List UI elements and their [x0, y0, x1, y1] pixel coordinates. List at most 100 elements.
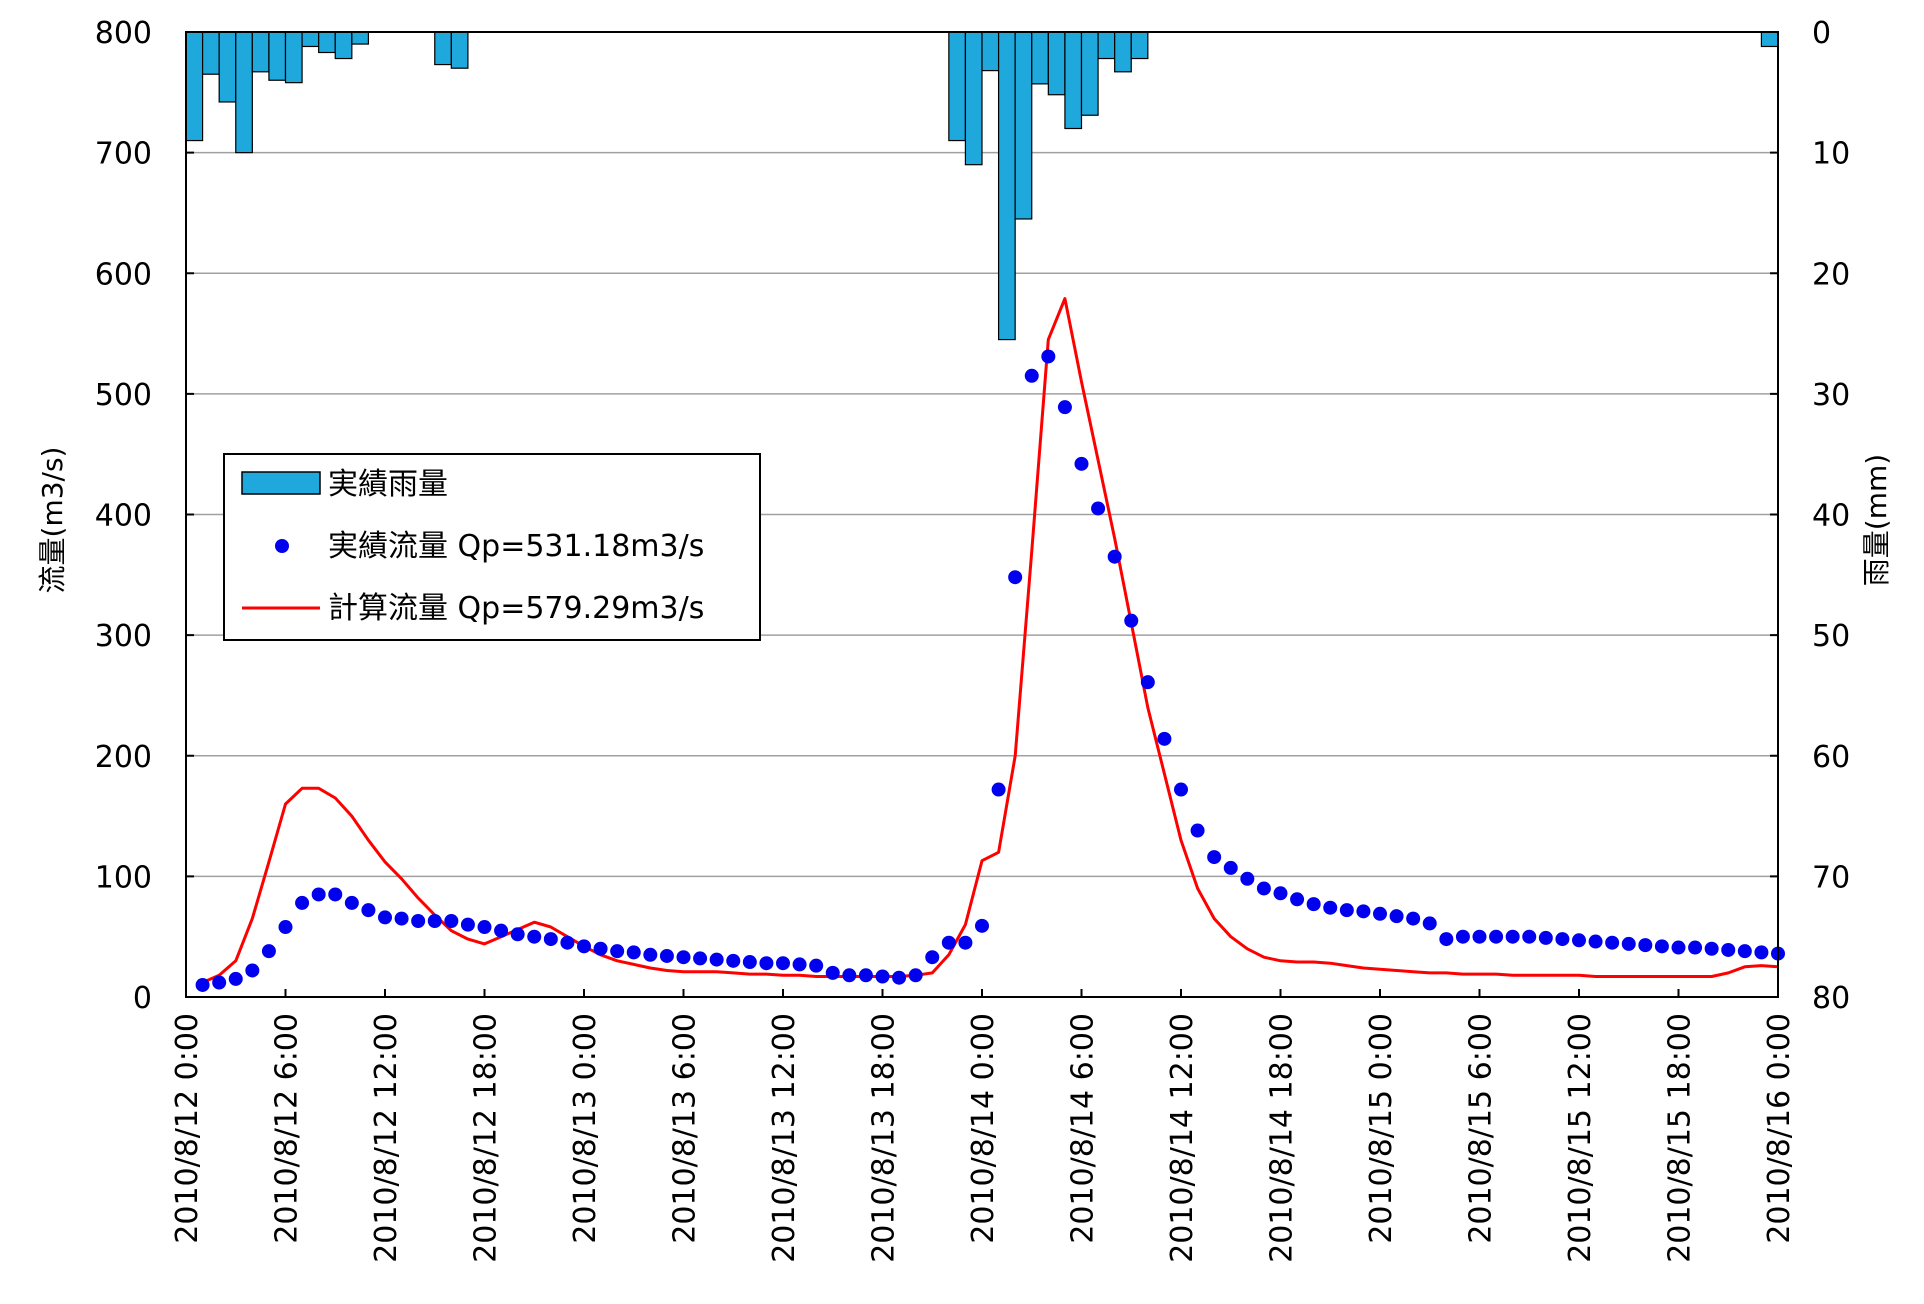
observed-point: [1439, 932, 1454, 947]
observed-point: [1704, 941, 1719, 956]
legend-computed-label: 計算流量 Qp=579.29m3/s: [328, 591, 704, 626]
observed-point: [1256, 881, 1271, 896]
observed-point: [792, 957, 807, 972]
observed-point: [1654, 939, 1669, 954]
x-tick-label: 2010/8/16 0:00: [1762, 1013, 1797, 1244]
rain-bar: [1047, 31, 1066, 96]
computed-flow-series: [202, 297, 1779, 984]
observed-point: [1489, 929, 1504, 944]
left-tick-label: 100: [95, 860, 152, 895]
observed-point: [676, 950, 691, 965]
rain-bar: [201, 31, 220, 75]
observed-point: [477, 920, 492, 935]
observed-point: [378, 910, 392, 925]
observed-point: [311, 887, 326, 902]
observed-point: [610, 944, 625, 959]
observed-point: [1323, 900, 1338, 915]
observed-point: [1024, 368, 1039, 383]
observed-point: [1207, 850, 1222, 865]
observed-point: [1273, 886, 1288, 901]
observed-point: [742, 955, 757, 970]
rain-bar: [1064, 31, 1083, 130]
observed-point: [1240, 871, 1255, 886]
x-tick-label: 2010/8/13 0:00: [568, 1013, 603, 1244]
right-tick-label: 70: [1812, 860, 1850, 895]
observed-point: [1605, 935, 1620, 950]
rain-bar: [997, 31, 1016, 341]
rain-bar: [318, 31, 336, 54]
observed-point: [394, 911, 409, 926]
observed-point: [726, 953, 741, 968]
x-tick-label: 2010/8/13 6:00: [668, 1013, 703, 1244]
observed-point: [1174, 782, 1188, 797]
rain-bars: [185, 31, 1779, 341]
observed-point: [908, 968, 923, 983]
observed-point: [1306, 897, 1321, 912]
observed-point: [1339, 903, 1354, 918]
observed-point: [344, 895, 359, 910]
observed-point: [776, 956, 790, 971]
rain-bar: [1031, 31, 1049, 85]
left-tick-label: 500: [95, 378, 152, 413]
observed-point: [295, 895, 310, 910]
observed-point: [925, 950, 940, 965]
right-tick-label: 20: [1812, 257, 1850, 292]
observed-point: [1621, 936, 1636, 951]
rain-bar: [251, 31, 270, 73]
rain-bar: [268, 31, 287, 81]
observed-point: [1190, 823, 1205, 838]
legend: 実績雨量 実績流量 Qp=531.18m3/s 計算流量 Qp=579.29m3…: [223, 453, 761, 641]
observed-point: [328, 887, 343, 902]
rain-bar: [1014, 31, 1033, 220]
x-tick-label: 2010/8/14 6:00: [1066, 1013, 1101, 1244]
observed-point: [825, 965, 840, 980]
legend-observed-marker: [275, 539, 289, 553]
rain-bar: [1097, 31, 1116, 60]
observed-point: [1124, 613, 1139, 628]
rain-bar: [334, 31, 353, 60]
rain-bar: [981, 31, 1000, 72]
right-tick-label: 60: [1812, 740, 1850, 775]
rain-bar: [1130, 31, 1149, 60]
observed-point: [1356, 904, 1371, 919]
legend-rain-label: 実績雨量: [328, 467, 448, 502]
observed-point: [1074, 456, 1089, 471]
right-axis-ticks: 0 10 20 30 40 50 60 70 80: [1770, 16, 1850, 1016]
observed-point: [892, 970, 907, 985]
rain-bar: [301, 31, 320, 48]
observed-point: [975, 918, 989, 933]
x-tick-label: 2010/8/15 18:00: [1663, 1013, 1698, 1263]
observed-point: [1041, 349, 1056, 364]
right-tick-label: 40: [1812, 499, 1850, 534]
x-tick-label: 2010/8/13 12:00: [767, 1013, 802, 1263]
observed-point: [510, 927, 525, 942]
observed-point: [1588, 934, 1603, 949]
x-tick-label: 2010/8/13 18:00: [867, 1013, 902, 1263]
left-tick-label: 200: [95, 740, 152, 775]
x-tick-label: 2010/8/12 12:00: [369, 1013, 404, 1263]
observed-point: [1671, 940, 1686, 955]
observed-point: [1572, 933, 1586, 948]
observed-point: [858, 968, 873, 983]
rain-bar: [235, 31, 253, 154]
left-tick-label: 400: [95, 499, 152, 534]
observed-point: [1522, 929, 1537, 944]
observed-point: [278, 920, 293, 935]
left-tick-label: 800: [95, 16, 152, 51]
observed-point: [245, 963, 260, 978]
observed-point: [1538, 930, 1553, 945]
computed-flow-line: [202, 297, 1779, 984]
observed-point: [577, 939, 591, 954]
left-tick-label: 700: [95, 137, 152, 172]
observed-point: [693, 951, 708, 966]
observed-point: [1721, 942, 1736, 957]
rain-bar: [218, 31, 237, 103]
observed-flow-series: [195, 349, 1785, 992]
observed-point: [427, 914, 442, 929]
legend-rain-swatch: [241, 471, 321, 495]
observed-point: [261, 944, 276, 959]
observed-point: [460, 917, 475, 932]
observed-point: [1638, 938, 1653, 953]
